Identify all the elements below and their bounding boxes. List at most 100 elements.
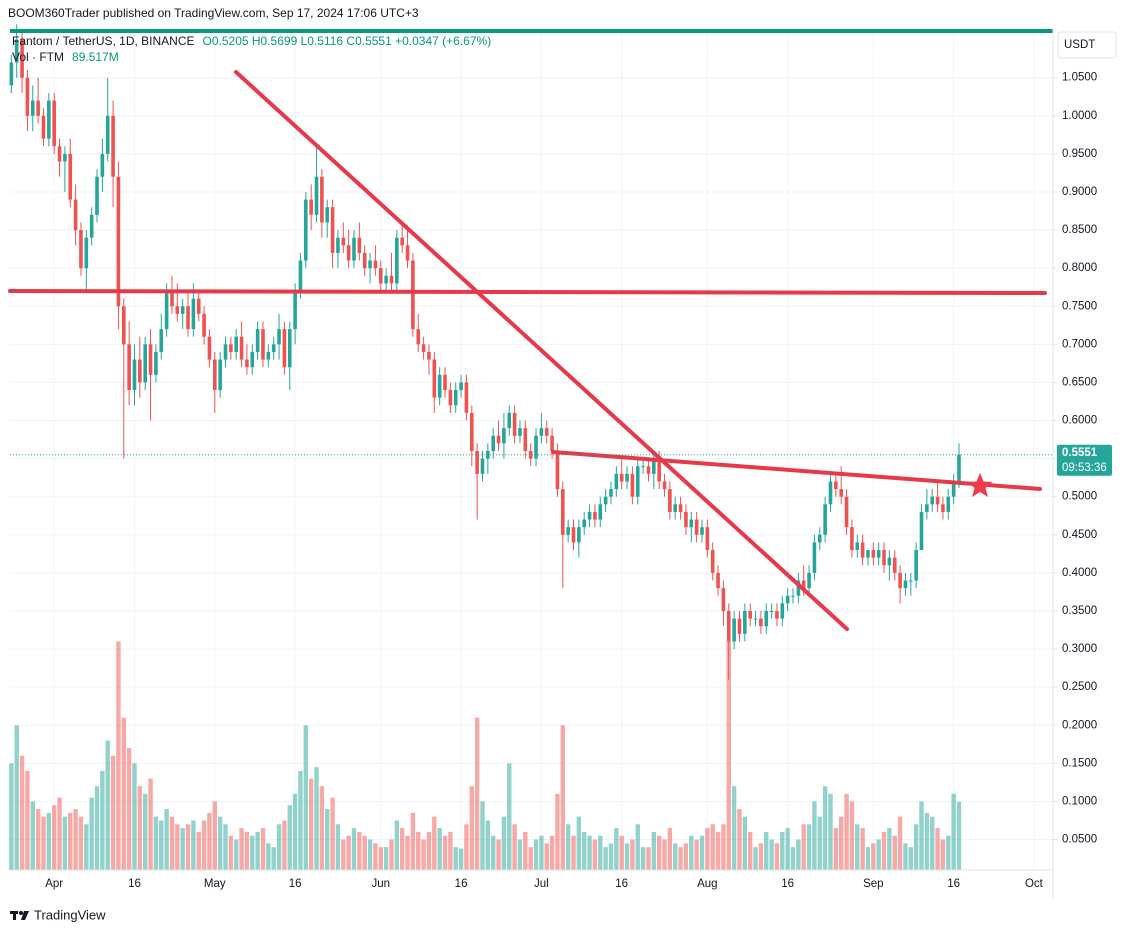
volume-bar (667, 828, 673, 870)
volume-bar (656, 835, 662, 870)
candle-body (282, 329, 287, 368)
x-tick-label: 16 (289, 878, 302, 890)
candle-body (314, 176, 319, 215)
volume-bar (705, 828, 710, 870)
volume-bar (619, 835, 624, 870)
volume-bar (507, 763, 512, 870)
volume-bar (512, 824, 517, 870)
volume-bar (689, 835, 694, 870)
candle-body (807, 572, 811, 589)
y-tick-label: 0.1000 (1062, 795, 1097, 807)
candle-body (255, 329, 260, 352)
volume-bar (68, 812, 73, 870)
candle-body (544, 428, 549, 436)
volume-bar (432, 816, 437, 870)
volume-bar (887, 828, 892, 870)
volume-bar (469, 786, 474, 870)
candle-body (561, 489, 565, 535)
candle-body (844, 496, 849, 528)
y-tick-label: 1.0000 (1062, 110, 1097, 122)
currency[interactable]: USDT (1064, 39, 1095, 51)
candle-body (287, 329, 292, 368)
volume-bar (587, 835, 592, 870)
volume-bar (14, 725, 19, 870)
currency-button[interactable] (1057, 31, 1117, 59)
candle-body (277, 329, 281, 345)
candle-body (903, 580, 908, 589)
volume-bar (330, 797, 335, 870)
x-tick-label: 16 (615, 878, 628, 890)
candle-body (298, 260, 303, 292)
volume-bar (217, 816, 223, 870)
volume-bar (137, 786, 143, 870)
volume-bar (528, 847, 533, 870)
volume-bar (367, 839, 373, 870)
volume-bar (260, 828, 266, 870)
x-tick-label: 16 (781, 878, 794, 890)
volume-bar (913, 824, 919, 870)
volume-bar (640, 847, 646, 870)
candle-body (593, 511, 597, 520)
volume-bar (646, 847, 651, 870)
volume-bar (549, 835, 555, 870)
candle-body (68, 153, 73, 200)
x-tick-label: Sep (863, 878, 883, 890)
volume-bar (185, 824, 191, 870)
candle-body (421, 344, 426, 352)
volume-bar (726, 641, 731, 870)
candle-body (453, 390, 458, 406)
drawings (8, 70, 1047, 631)
candle-body (57, 146, 62, 162)
candle-body (105, 115, 110, 154)
volume-bar (378, 847, 383, 870)
candle-body (79, 230, 83, 269)
volume-bar (244, 831, 250, 870)
candle-body (796, 580, 801, 596)
candle-body (785, 595, 790, 604)
volume-bar (812, 801, 817, 870)
volume-bar (442, 835, 448, 870)
volume-bar (956, 801, 962, 870)
volume-bar (341, 839, 346, 870)
candle-body (550, 435, 554, 451)
volume-legend: Vol · FTM 89.517M (12, 50, 119, 64)
y-tick-label: 0.1500 (1062, 757, 1097, 769)
volume-bar (212, 801, 217, 870)
candle-body (539, 428, 544, 436)
candle-body (464, 382, 469, 413)
y-tick-label: 0.7500 (1062, 300, 1097, 312)
candle-body (261, 329, 265, 360)
candle-body (63, 153, 67, 162)
candle-body (191, 298, 196, 330)
volume-bar (865, 847, 871, 870)
candle-body (502, 428, 506, 444)
volume-bar (303, 725, 309, 870)
volume-bar (935, 828, 940, 870)
volume-bar (464, 824, 469, 870)
candle-body (293, 291, 297, 330)
volume-bar (582, 831, 587, 870)
volume-bar (753, 847, 758, 870)
volume-bar (737, 809, 742, 870)
volume-bar (860, 828, 865, 870)
volume-bar (930, 816, 935, 870)
candle-body (652, 458, 656, 474)
candle-body (919, 511, 924, 551)
candle-body (213, 359, 217, 391)
volume-bar (159, 820, 164, 870)
candle-body (737, 618, 742, 634)
volume-bar (651, 831, 657, 870)
candle-body (25, 77, 30, 116)
candle-body (914, 550, 918, 581)
volume-bar (758, 843, 764, 870)
candle-body (935, 496, 940, 505)
candle-body (368, 260, 372, 269)
x-tick-label: 16 (455, 878, 468, 890)
candle-body (555, 451, 560, 490)
volume-bar (673, 843, 678, 870)
volume-bar (207, 812, 212, 870)
volume-bar (271, 847, 276, 870)
candle-body (378, 268, 383, 284)
candle-body (614, 473, 619, 490)
candle-body (250, 351, 255, 368)
